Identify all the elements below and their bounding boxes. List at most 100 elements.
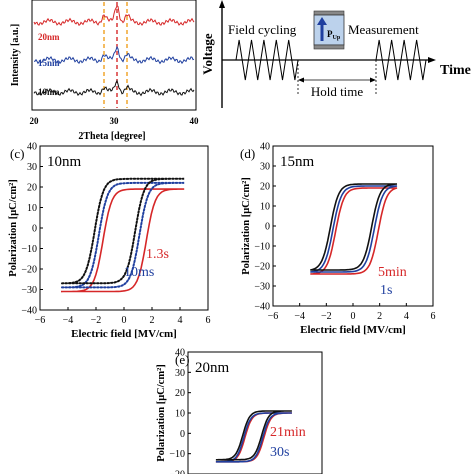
y-tick-label: 40 [27, 142, 37, 153]
y-tick-label: 0 [265, 222, 270, 233]
panel-a-series-label-15nm: 15nm [38, 58, 60, 68]
y-axis-label: Polarization [μC/cm²] [156, 364, 167, 461]
hysteresis-loop-5min [310, 187, 398, 275]
y-tick-label: 20 [175, 388, 185, 399]
thickness-annotation: 10nm [47, 154, 82, 170]
x-axis-label: Electric field [MV/cm] [71, 328, 177, 340]
panel-b-label-hold-time: Hold time [311, 84, 364, 99]
y-tick-label: 10 [27, 203, 37, 214]
x-tick-label: 4 [404, 311, 409, 322]
y-tick-label: 30 [175, 368, 185, 379]
y-tick-label: −30 [254, 282, 270, 293]
x-tick-label: 2 [377, 311, 382, 322]
series-label: 21min [270, 425, 306, 440]
panel-a-xrd: Intensity [a.u.] 20 30 40 2Theta [degree… [10, 0, 199, 142]
series-label: 30s [270, 445, 289, 460]
y-tick-label: 30 [27, 162, 37, 173]
xrd-curves [33, 5, 195, 97]
panel-a-frame [31, 0, 197, 111]
x-tick-label: −4 [294, 311, 305, 322]
hysteresis-loop-reference [310, 183, 398, 271]
y-tick-label: 10 [260, 202, 270, 213]
y-tick-label: 30 [260, 162, 270, 173]
x-tick-label: −2 [91, 315, 102, 326]
x-tick-label: −6 [268, 311, 279, 322]
hysteresis-loop-30s [215, 412, 292, 463]
hysteresis-loop-reference [60, 177, 185, 285]
panel-a-xtick-30: 30 [110, 116, 120, 126]
y-tick-label: −10 [254, 242, 270, 253]
series-label: 10ms [124, 265, 154, 280]
thickness-annotation: 15nm [280, 154, 315, 170]
x-tick-label: 2 [150, 315, 155, 326]
hysteresis-loop-10ms [61, 181, 185, 289]
field-cycling-triangle-wave [235, 39, 299, 81]
panel-b-waveform: Voltage Time Field cycling Measurement P… [200, 0, 471, 108]
hysteresis-panel-2: −20 −10 0 10 20 30 40 Polarization [μC/cm²] (e) 2… [156, 348, 323, 474]
y-tick-label: 0 [32, 224, 37, 235]
thickness-annotation: 20nm [195, 360, 230, 376]
series-label: 1s [380, 283, 392, 298]
panel-b-ylabel: Voltage [200, 33, 215, 75]
x-tick-label: −2 [321, 311, 332, 322]
y-tick-label: −40 [254, 302, 270, 313]
measurement-triangle-wave [375, 39, 427, 81]
x-tick-label: −4 [63, 315, 74, 326]
panel-a-series-label-10nm: 10nm [38, 87, 60, 97]
device-top-electrode [313, 10, 345, 16]
x-axis-label: Electric field [MV/cm] [300, 324, 406, 336]
panel-b-y-arrow [219, 0, 225, 8]
panel-a-xtick-40: 40 [190, 116, 200, 126]
xrd-trace-20nm [33, 5, 195, 27]
y-tick-label: 0 [180, 429, 185, 440]
x-tick-label: 0 [122, 315, 127, 326]
y-axis-label: Polarization [μC/cm²] [8, 179, 19, 276]
device-dielectric [313, 14, 345, 46]
hysteresis-loop-reference [215, 410, 292, 461]
y-tick-label: −10 [21, 244, 37, 255]
y-tick-label: −40 [21, 306, 37, 317]
hold-time-arrow-right-icon [370, 77, 376, 83]
x-tick-label: −6 [35, 315, 46, 326]
field-cycling-wave [235, 39, 299, 81]
xrd-trace-15nm [34, 45, 195, 65]
panel-b-label-field-cycling: Field cycling [228, 22, 297, 37]
device-bottom-electrode [313, 44, 345, 50]
hysteresis-loop-1.3s [60, 188, 185, 293]
x-tick-label: 4 [178, 315, 183, 326]
plot-frame [272, 145, 434, 307]
x-tick-label: 6 [206, 315, 211, 326]
device-arrow-up-icon [317, 17, 327, 25]
y-axis-label: Polarization [μC/cm²] [241, 177, 252, 274]
panel-a-xtick-20: 20 [30, 116, 40, 126]
panel-a-ylabel: Intensity [a.u.] [10, 24, 21, 87]
panel-a-series-label-20nm: 20nm [38, 32, 60, 42]
panel-a-xlabel: 2Theta [degree] [78, 131, 145, 142]
y-tick-label: 20 [260, 182, 270, 193]
panel-b-label-measurement: Measurement [348, 22, 419, 37]
series-label: 1.3s [146, 247, 169, 262]
y-tick-label: 40 [175, 348, 185, 359]
y-tick-label: 20 [27, 183, 37, 194]
hold-time-arrow-left-icon [298, 77, 304, 83]
y-tick-label: 10 [175, 409, 185, 420]
device-label: PUp [327, 29, 341, 41]
panel-b-x-arrow [428, 57, 436, 63]
y-tick-label: −20 [254, 262, 270, 273]
panel-letter: (e) [175, 352, 189, 367]
y-tick-label: −10 [169, 449, 185, 460]
device-icon: PUp [313, 10, 345, 50]
x-tick-label: 6 [431, 311, 436, 322]
plot-frame [39, 145, 209, 311]
panel-letter: (c) [10, 146, 24, 161]
panel-b-xlabel: Time [440, 63, 471, 78]
series-label: 5min [378, 265, 407, 280]
y-tick-label: 40 [260, 142, 270, 153]
y-tick-label: −20 [21, 265, 37, 276]
measurement-wave [375, 39, 427, 81]
